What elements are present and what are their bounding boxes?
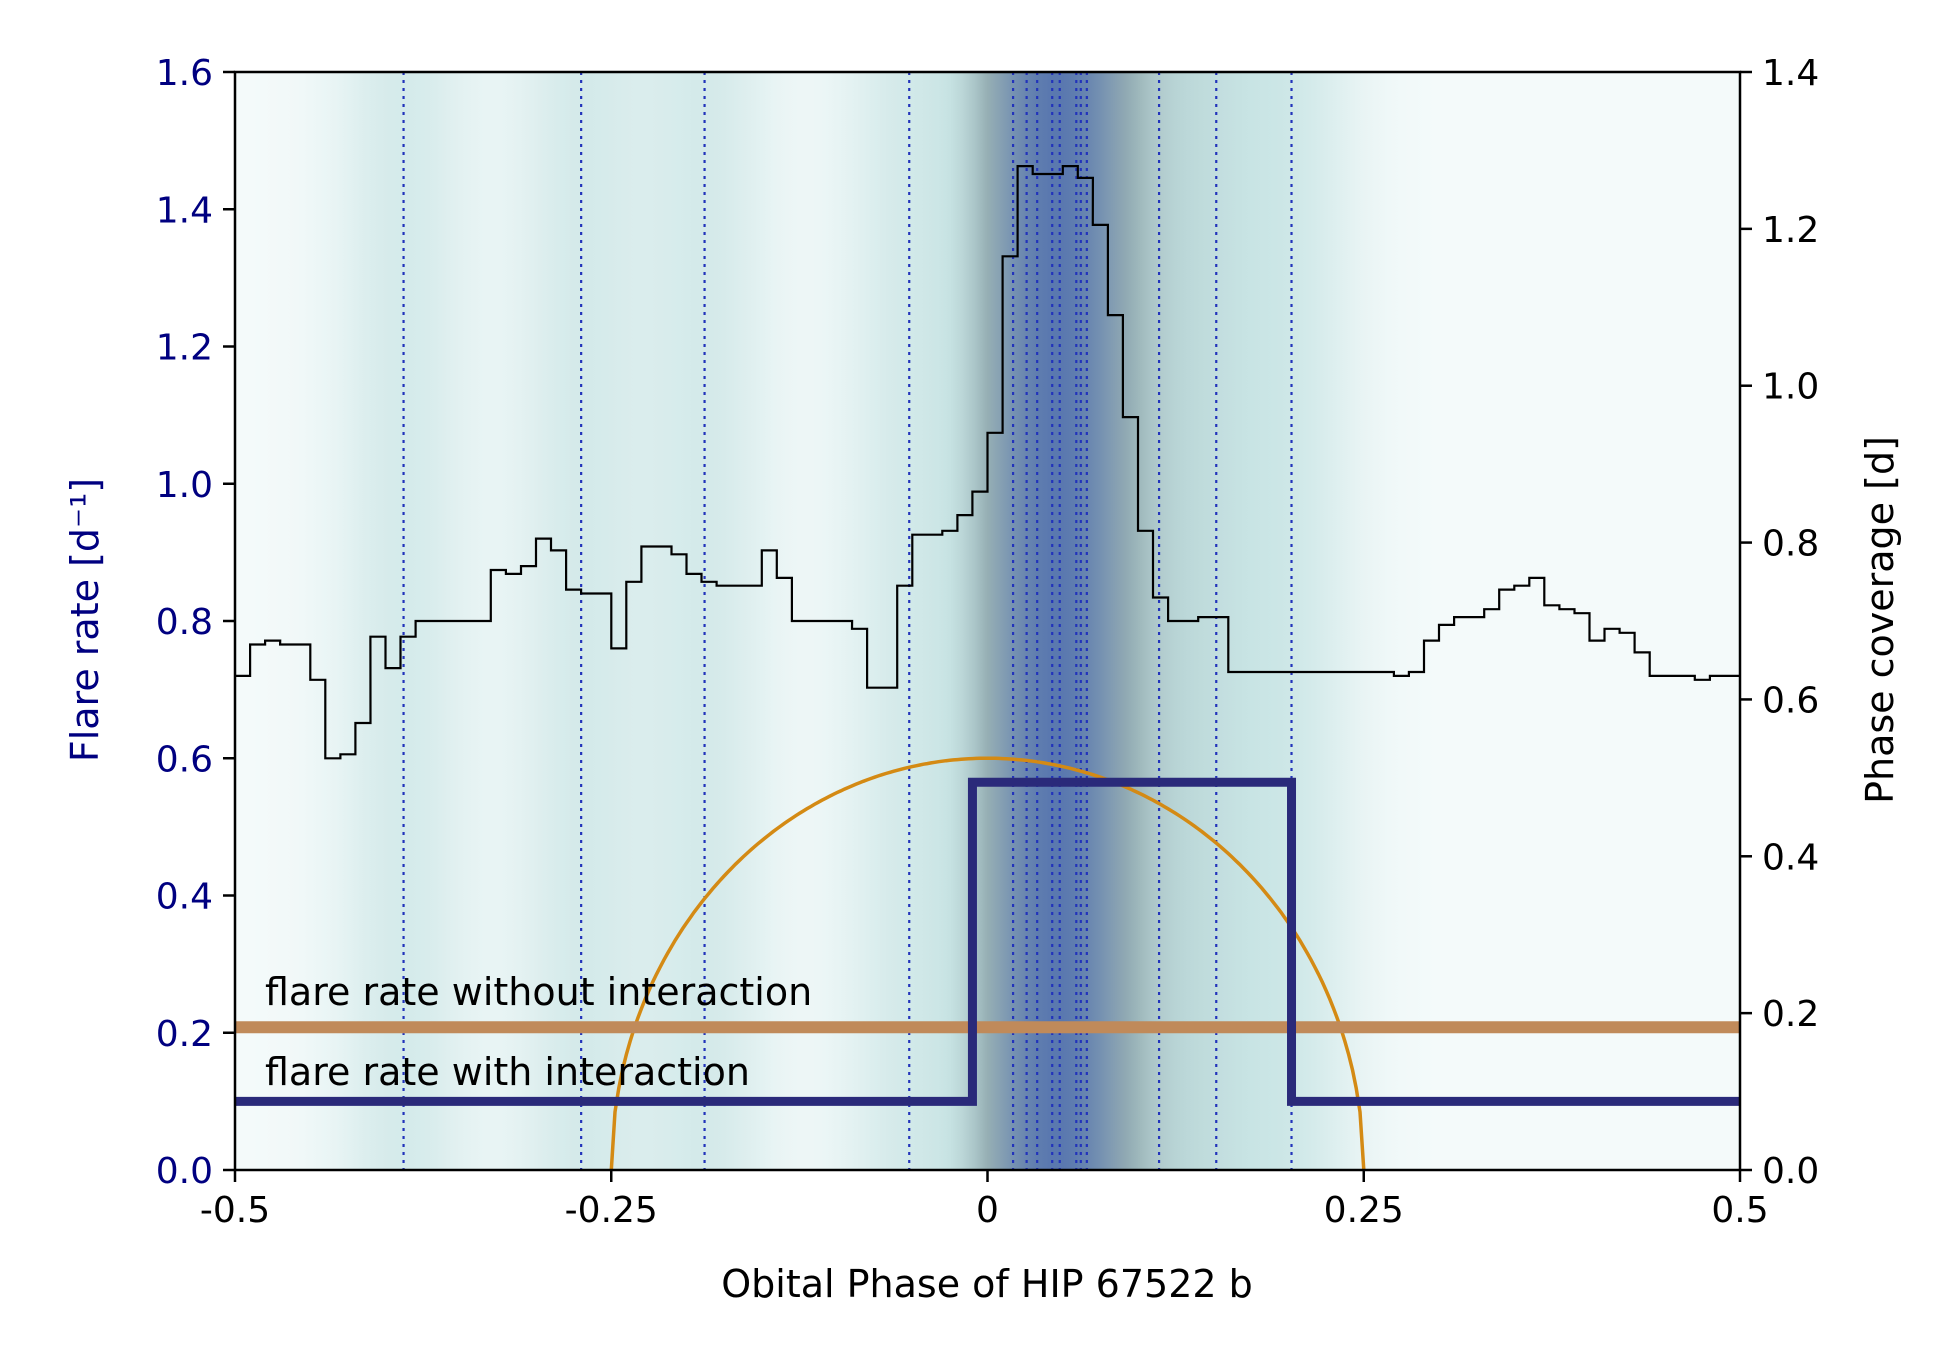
- left-tick-label: 1.2: [156, 328, 213, 369]
- x-tick-label: 0: [976, 1190, 999, 1231]
- left-tick-label: 0.8: [156, 602, 213, 643]
- left-tick-label: 1.6: [156, 53, 213, 94]
- y-axis-right-label: Phase coverage [d]: [1858, 436, 1902, 804]
- right-tick-label: 1.4: [1762, 53, 1819, 94]
- label-with-interaction: flare rate with interaction: [265, 1050, 750, 1094]
- flare-rate-with-interaction-line: [235, 777, 1740, 1106]
- left-axis-ticks: 0.0 0.2 0.4 0.6 0.8 1.0 1.2 1.4 1.6: [156, 53, 235, 1192]
- x-tick-label: 0.5: [1711, 1190, 1768, 1231]
- left-tick-label: 1.0: [156, 465, 213, 506]
- plot-area: [235, 72, 1740, 1170]
- right-tick-label: 0.2: [1762, 994, 1819, 1035]
- phase-coverage-step-line: [235, 165, 1740, 760]
- left-tick-label: 0.0: [156, 1151, 213, 1192]
- x-tick-label: 0.25: [1324, 1190, 1404, 1231]
- right-tick-label: 0.4: [1762, 837, 1819, 878]
- right-tick-label: 1.0: [1762, 367, 1819, 408]
- flare-time-markers: [402, 72, 1293, 1170]
- interaction-curve: [609, 756, 1366, 1170]
- right-tick-label: 1.2: [1762, 210, 1819, 251]
- x-tick-label: -0.25: [565, 1190, 658, 1231]
- right-tick-label: 0.6: [1762, 680, 1819, 721]
- left-tick-label: 0.6: [156, 739, 213, 780]
- right-tick-label: 0.8: [1762, 524, 1819, 565]
- right-tick-label: 0.0: [1762, 1151, 1819, 1192]
- x-axis-label: Obital Phase of HIP 67522 b: [721, 1262, 1253, 1306]
- left-tick-label: 0.4: [156, 877, 213, 918]
- label-without-interaction: flare rate without interaction: [265, 970, 812, 1014]
- x-axis-ticks: -0.5 -0.25 0 0.25 0.5: [200, 1170, 1769, 1231]
- left-tick-label: 1.4: [156, 190, 213, 231]
- x-tick-label: -0.5: [200, 1190, 270, 1231]
- y-axis-left-label: Flare rate [d⁻¹]: [63, 478, 107, 762]
- left-tick-label: 0.2: [156, 1014, 213, 1055]
- right-axis-ticks: 0.0 0.2 0.4 0.6 0.8 1.0 1.2 1.4: [1740, 53, 1819, 1192]
